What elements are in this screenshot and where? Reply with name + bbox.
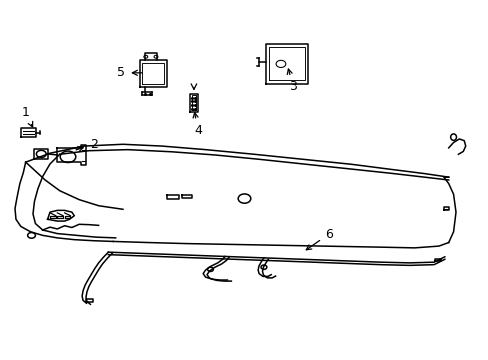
Text: 3: 3 — [286, 69, 296, 93]
Text: 1: 1 — [22, 106, 33, 127]
Text: 4: 4 — [193, 113, 202, 136]
Text: 6: 6 — [305, 228, 332, 250]
Text: 5: 5 — [117, 66, 142, 79]
Text: 2: 2 — [76, 138, 98, 152]
